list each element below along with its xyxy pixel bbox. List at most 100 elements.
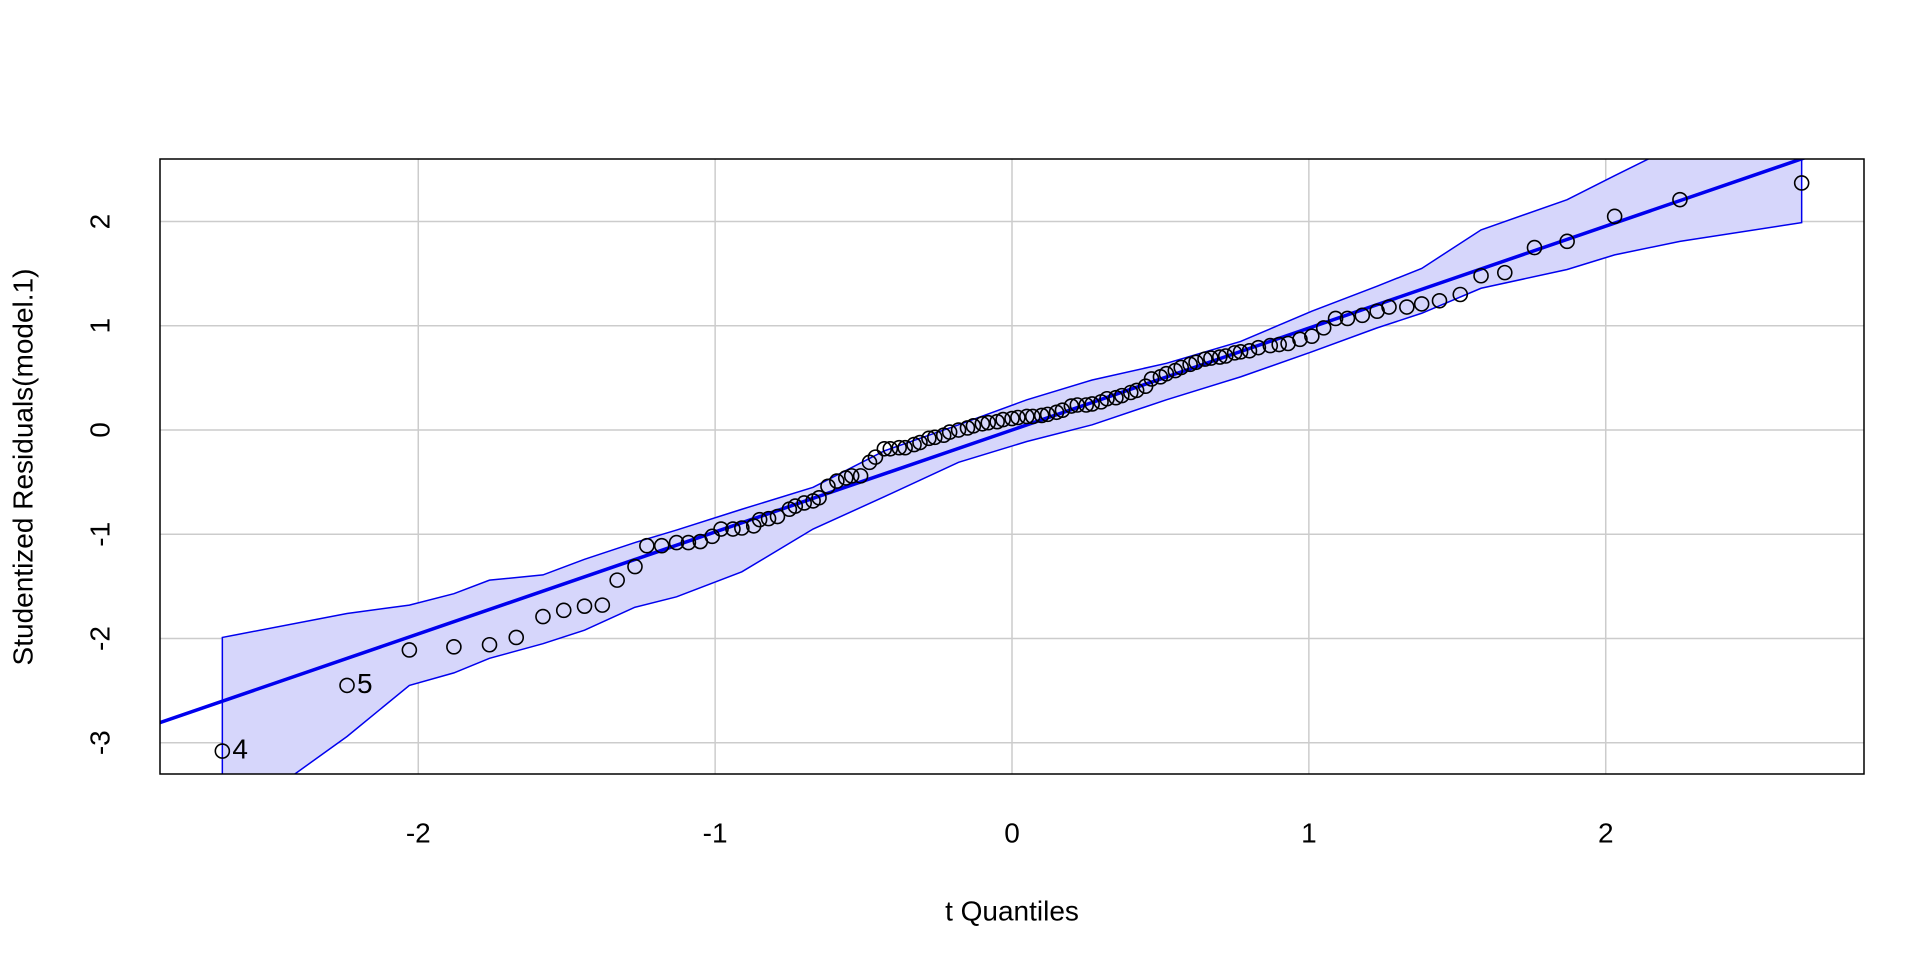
x-tick-label: 1	[1301, 817, 1317, 848]
point	[751, 511, 768, 528]
point	[1019, 408, 1035, 425]
point	[1241, 342, 1258, 359]
point	[974, 415, 991, 432]
point	[1559, 233, 1575, 250]
point	[1024, 408, 1041, 425]
point	[882, 440, 899, 457]
point	[214, 743, 231, 759]
point	[941, 424, 958, 440]
y-tick-label: 2	[84, 214, 115, 230]
point	[912, 434, 928, 451]
point	[508, 629, 525, 646]
point	[481, 636, 498, 653]
point	[927, 429, 943, 446]
point-label: 5	[357, 668, 373, 699]
point	[1212, 349, 1228, 365]
point	[852, 468, 869, 484]
point	[1606, 208, 1623, 225]
point	[1143, 371, 1160, 387]
point	[1304, 328, 1320, 345]
reference-line	[160, 159, 1807, 725]
point	[1354, 307, 1371, 324]
point	[921, 430, 937, 447]
point	[980, 414, 997, 431]
point	[1381, 299, 1397, 315]
plot-frame	[159, 158, 1865, 775]
point	[339, 677, 355, 694]
point	[1173, 359, 1190, 376]
point	[1327, 310, 1344, 327]
point	[1039, 406, 1056, 423]
point	[843, 468, 860, 484]
point	[1526, 239, 1543, 256]
point	[965, 418, 982, 434]
point	[787, 498, 804, 514]
point	[876, 440, 893, 457]
confidence-band	[221, 159, 1803, 774]
point	[1188, 354, 1204, 371]
point	[950, 422, 967, 438]
point	[891, 439, 907, 456]
point	[1672, 191, 1688, 208]
y-tick-label: 0	[84, 422, 115, 438]
point	[1496, 264, 1513, 281]
labels: -2 -1 0 1 2 -3 -2 -1 0 1 2 4 5	[84, 214, 1613, 849]
point	[535, 608, 551, 625]
point	[446, 639, 462, 655]
point	[1250, 339, 1267, 356]
point	[760, 510, 777, 527]
point	[1473, 267, 1489, 284]
point	[1128, 382, 1145, 399]
point	[1114, 387, 1130, 404]
point	[639, 537, 655, 554]
point	[867, 449, 884, 465]
point	[1033, 407, 1050, 424]
point	[653, 537, 670, 554]
point	[1078, 397, 1095, 413]
point	[1054, 402, 1071, 419]
point	[1004, 410, 1020, 427]
point	[1099, 390, 1115, 407]
point	[1413, 296, 1430, 312]
point	[1399, 299, 1415, 315]
y-axis-label: Studentized Residuals(model.1)	[7, 269, 38, 666]
point	[576, 598, 593, 614]
point	[1226, 345, 1243, 361]
point	[1069, 397, 1086, 413]
y-tick-label: 1	[84, 318, 115, 334]
point	[897, 439, 913, 456]
point-label: 4	[232, 733, 248, 764]
point	[401, 642, 418, 658]
point	[1271, 336, 1287, 353]
point	[1339, 310, 1356, 327]
plot-area	[160, 159, 1810, 774]
point	[811, 489, 827, 506]
point	[555, 602, 572, 619]
x-axis-label: t Quantiles	[945, 895, 1079, 926]
point	[725, 521, 741, 537]
point	[627, 558, 643, 575]
point	[1063, 398, 1080, 414]
point	[1203, 350, 1219, 366]
point	[1262, 337, 1279, 354]
point	[1197, 351, 1213, 367]
point	[668, 534, 685, 551]
point	[1158, 365, 1175, 382]
x-tick-label: 2	[1598, 817, 1614, 848]
point	[995, 411, 1011, 428]
point	[1232, 344, 1249, 360]
point	[796, 495, 812, 511]
point	[734, 520, 750, 536]
y-tick-label: -3	[84, 730, 115, 755]
point	[861, 454, 878, 471]
point	[1010, 409, 1026, 426]
point	[1292, 331, 1308, 348]
y-tick-label: -1	[84, 522, 115, 547]
point	[1793, 175, 1810, 191]
x-tick-label: -2	[406, 817, 431, 848]
point	[1084, 396, 1100, 412]
point	[594, 597, 611, 613]
x-tick-label: -1	[703, 817, 728, 848]
x-tick-label: 0	[1004, 817, 1020, 848]
